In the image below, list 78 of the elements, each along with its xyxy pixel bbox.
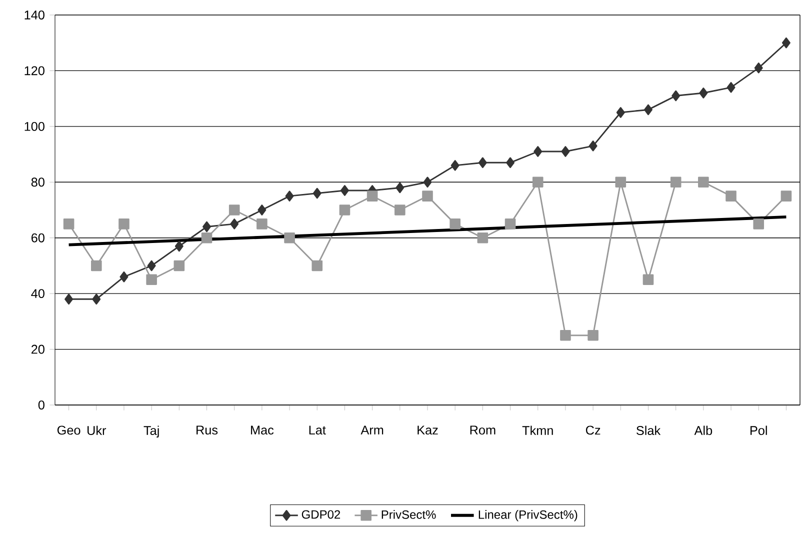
point: [174, 240, 184, 252]
point: [258, 204, 266, 216]
x-tick-label: Taj: [144, 426, 159, 438]
x-tick-label: Geo: [57, 426, 80, 435]
point: [230, 218, 239, 230]
point: [504, 218, 516, 230]
x-tick-label: Arm: [360, 426, 384, 434]
point: [340, 185, 349, 196]
point: [90, 260, 102, 272]
point: [753, 218, 764, 230]
point: [147, 260, 156, 272]
point: [780, 190, 792, 202]
point: [202, 221, 211, 232]
point: [588, 330, 598, 341]
point: [478, 157, 487, 168]
point: [616, 107, 625, 118]
point: [422, 190, 433, 202]
point: [92, 294, 101, 305]
y-tick-label: 120: [24, 66, 44, 76]
point: [146, 274, 157, 286]
y-tick-label: 140: [24, 10, 44, 20]
x-tick-label: Lat: [309, 426, 326, 435]
point: [201, 232, 212, 244]
point: [256, 218, 268, 230]
y-tick-label: 60: [32, 233, 44, 242]
point: [477, 232, 488, 244]
point: [534, 146, 542, 157]
point: [423, 176, 432, 188]
point: [394, 204, 406, 216]
y-tick-label: 40: [31, 289, 44, 298]
point: [699, 88, 708, 98]
point: [339, 204, 350, 216]
x-tick-label: Cz: [586, 426, 600, 435]
point: [560, 330, 571, 341]
point: [532, 176, 544, 188]
point: [312, 188, 322, 199]
point: [312, 260, 323, 272]
point: [588, 140, 598, 152]
point: [726, 190, 736, 202]
point: [64, 294, 74, 305]
x-tick-label: Rus: [196, 426, 218, 435]
point: [174, 260, 185, 272]
point: [506, 157, 515, 168]
point: [561, 146, 570, 157]
x-tick-label: Alb: [694, 426, 712, 436]
point: [450, 218, 460, 230]
point: [284, 232, 295, 244]
point: [450, 160, 460, 171]
point: [366, 190, 378, 202]
x-tick-label: Ukr: [88, 426, 106, 436]
point: [396, 182, 404, 194]
x-tick-label: Rom: [470, 426, 496, 435]
point: [754, 62, 763, 74]
point: [615, 176, 626, 188]
y-tick-label: 100: [24, 122, 44, 131]
point: [285, 190, 294, 202]
x-tick-label: Slak: [636, 426, 661, 436]
point: [698, 176, 709, 188]
legend-label: PrivSect%: [382, 510, 436, 519]
y-tick-label: 80: [31, 178, 44, 187]
point: [672, 90, 680, 102]
y-tick-label: 20: [31, 344, 44, 354]
x-tick-label: Tkmn: [522, 426, 553, 435]
x-tick-label: Mac: [251, 426, 274, 435]
point: [118, 218, 130, 230]
point: [120, 271, 128, 282]
x-tick-label: Kaz: [418, 426, 438, 435]
point: [63, 218, 74, 230]
point: [726, 82, 736, 93]
legend-label: Linear (PrivSect%): [478, 510, 578, 522]
point: [642, 274, 654, 286]
x-tick-label: Pol: [750, 426, 767, 436]
point: [782, 37, 790, 48]
point: [670, 176, 682, 188]
y-tick-label: 0: [38, 400, 44, 410]
legend-label: GDP02: [302, 510, 340, 519]
point: [644, 104, 652, 116]
point: [228, 204, 240, 216]
